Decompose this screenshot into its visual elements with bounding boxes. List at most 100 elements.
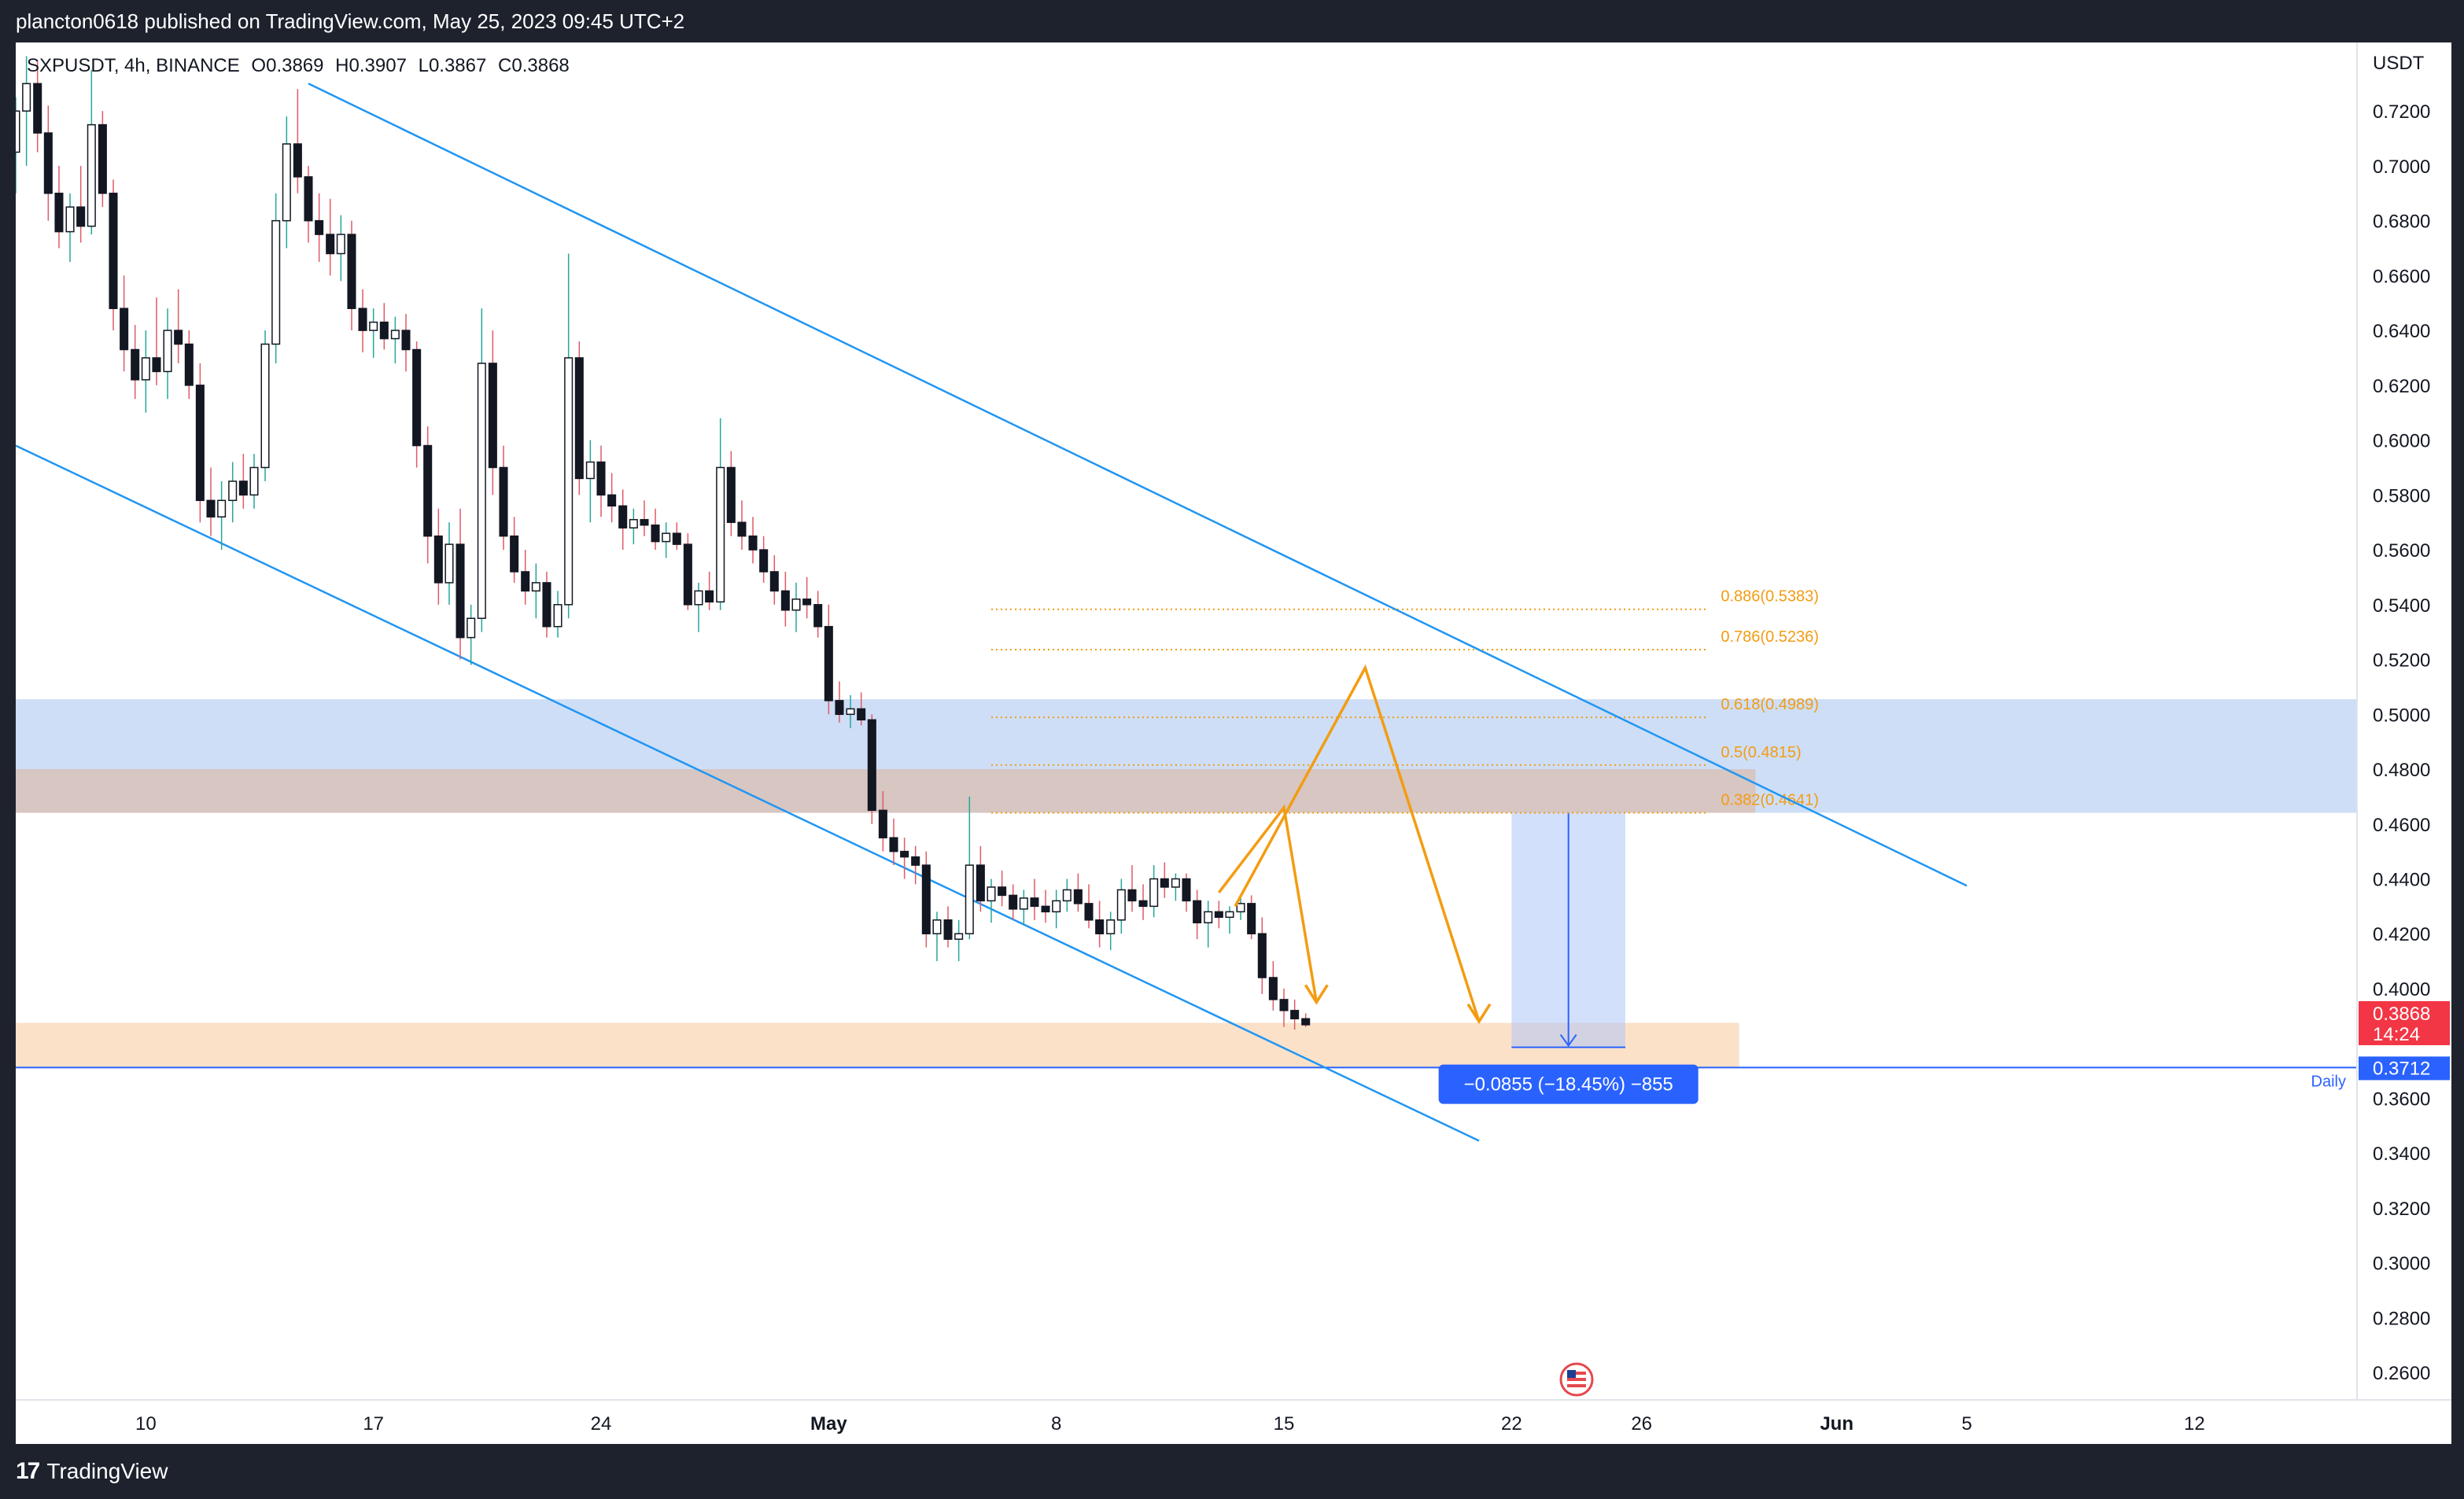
candle-body <box>390 330 400 340</box>
candle-body <box>1127 889 1137 902</box>
y-tick-label: 0.4200 <box>2373 924 2430 945</box>
candle-body <box>1214 911 1223 919</box>
candle-body <box>347 234 356 309</box>
candle-body <box>1095 919 1105 934</box>
chart-area[interactable]: 0.886(0.5383) 0.786(0.5236) 0.618(0.4989) 0… <box>16 42 2451 1444</box>
candle-body <box>780 590 790 611</box>
candle-body <box>379 321 389 340</box>
x-tick-label: 10 <box>135 1413 157 1435</box>
last-price-badge <box>2359 1000 2450 1045</box>
candle-body <box>1257 933 1267 978</box>
fib-label: 0.382(0.4641) <box>1721 791 1819 808</box>
candle-body <box>954 933 964 940</box>
candle-body <box>867 719 876 812</box>
legend-close: C0.3868 <box>498 55 570 76</box>
candle-body <box>900 850 909 858</box>
candle-body <box>163 330 172 373</box>
candle-body <box>433 535 443 584</box>
candle-body <box>1116 889 1126 921</box>
measure-label: −0.0855 (−18.45%) −855 <box>1464 1074 1673 1096</box>
candle-body <box>43 132 53 194</box>
legend-high: H0.3907 <box>335 55 407 76</box>
y-tick-label: 0.4000 <box>2373 979 2430 1000</box>
y-tick-label: 0.6800 <box>2373 212 2430 233</box>
candle-body <box>748 535 758 551</box>
candle-body <box>911 856 920 866</box>
candle-body <box>282 143 291 222</box>
candle-body <box>802 598 812 606</box>
candle-body <box>607 494 617 507</box>
measure-badge <box>1438 1064 1699 1104</box>
y-tick-label: 0.3600 <box>2373 1088 2430 1110</box>
candle-body <box>336 234 345 255</box>
candle-body <box>1084 903 1094 921</box>
daily-level-value: 0.3712 <box>2373 1058 2430 1079</box>
candle-body <box>987 886 996 902</box>
candle-body <box>304 176 313 222</box>
y-tick-label: 0.6000 <box>2373 431 2430 452</box>
us-flag-canton <box>1567 1370 1576 1378</box>
x-tick-label: 17 <box>363 1413 384 1435</box>
candle-body <box>1225 911 1234 919</box>
candle-body <box>152 357 161 373</box>
candle-body <box>477 363 486 619</box>
legend-symbol[interactable]: SXPUSDT, 4h, BINANCE <box>27 55 240 76</box>
candle-body <box>553 604 563 628</box>
fib-label: 0.786(0.5236) <box>1721 628 1819 646</box>
y-tick-label: 0.6200 <box>2373 376 2430 397</box>
candle-body <box>835 700 844 716</box>
chart-svg[interactable]: 0.886(0.5383) 0.786(0.5236) 0.618(0.4989) 0… <box>16 42 2451 1444</box>
candle-body <box>444 543 454 584</box>
candle-body <box>271 219 281 345</box>
candle-body <box>1160 878 1169 888</box>
publish-header: plancton0618 published on TradingView.co… <box>0 0 2464 42</box>
candle-body <box>932 919 942 934</box>
projection-arrow-head <box>1304 984 1329 1005</box>
candle-body <box>174 330 183 345</box>
y-tick-label: 0.5200 <box>2373 650 2430 672</box>
candle-body <box>1073 889 1083 904</box>
candle-body <box>1268 977 1278 1000</box>
candle-body <box>1052 900 1061 913</box>
candle-body <box>1030 897 1039 908</box>
channel-line-0 <box>308 83 1968 887</box>
candle-body <box>1279 999 1289 1011</box>
candle-body <box>998 886 1007 897</box>
candle-body <box>726 466 736 523</box>
last-price-label: 0.3868 <box>2373 1004 2430 1025</box>
candle-body <box>651 524 660 543</box>
candle-body <box>564 357 574 606</box>
candle-body <box>1247 903 1256 934</box>
candle-body <box>206 499 216 517</box>
tradingview-logo[interactable]: 17 TradingView <box>16 1458 168 1485</box>
candle-body <box>824 625 833 702</box>
y-tick-label: 0.6400 <box>2373 321 2430 342</box>
candle-body <box>98 123 107 194</box>
us-flag-stripe <box>1567 1378 1586 1381</box>
y-tick-label: 0.3000 <box>2373 1254 2430 1275</box>
candle-body <box>574 357 584 480</box>
candle-body <box>976 864 985 902</box>
price-axis-panel <box>2357 42 2451 1444</box>
y-tick-label: 0.5800 <box>2373 485 2430 506</box>
candle-body <box>87 123 96 227</box>
daily-label: Daily <box>2311 1073 2346 1090</box>
x-tick-label: 8 <box>1051 1413 1061 1435</box>
candle-body <box>769 571 779 592</box>
candle-body <box>456 543 465 639</box>
candle-body <box>488 363 497 469</box>
candle-body <box>965 864 974 934</box>
candle-body <box>33 83 42 134</box>
candle-body <box>759 549 769 573</box>
candle-body <box>315 219 324 235</box>
candle-body <box>1204 911 1213 924</box>
candle-body <box>54 193 64 233</box>
candle-body <box>662 532 671 543</box>
projection-arrow-head <box>1466 1003 1492 1025</box>
y-tick-label: 0.4400 <box>2373 869 2430 890</box>
candle-body <box>401 330 411 351</box>
candle-body <box>195 385 205 502</box>
x-tick-label: 15 <box>1274 1413 1295 1435</box>
candle-body <box>1236 903 1245 913</box>
candle-body <box>120 308 129 351</box>
